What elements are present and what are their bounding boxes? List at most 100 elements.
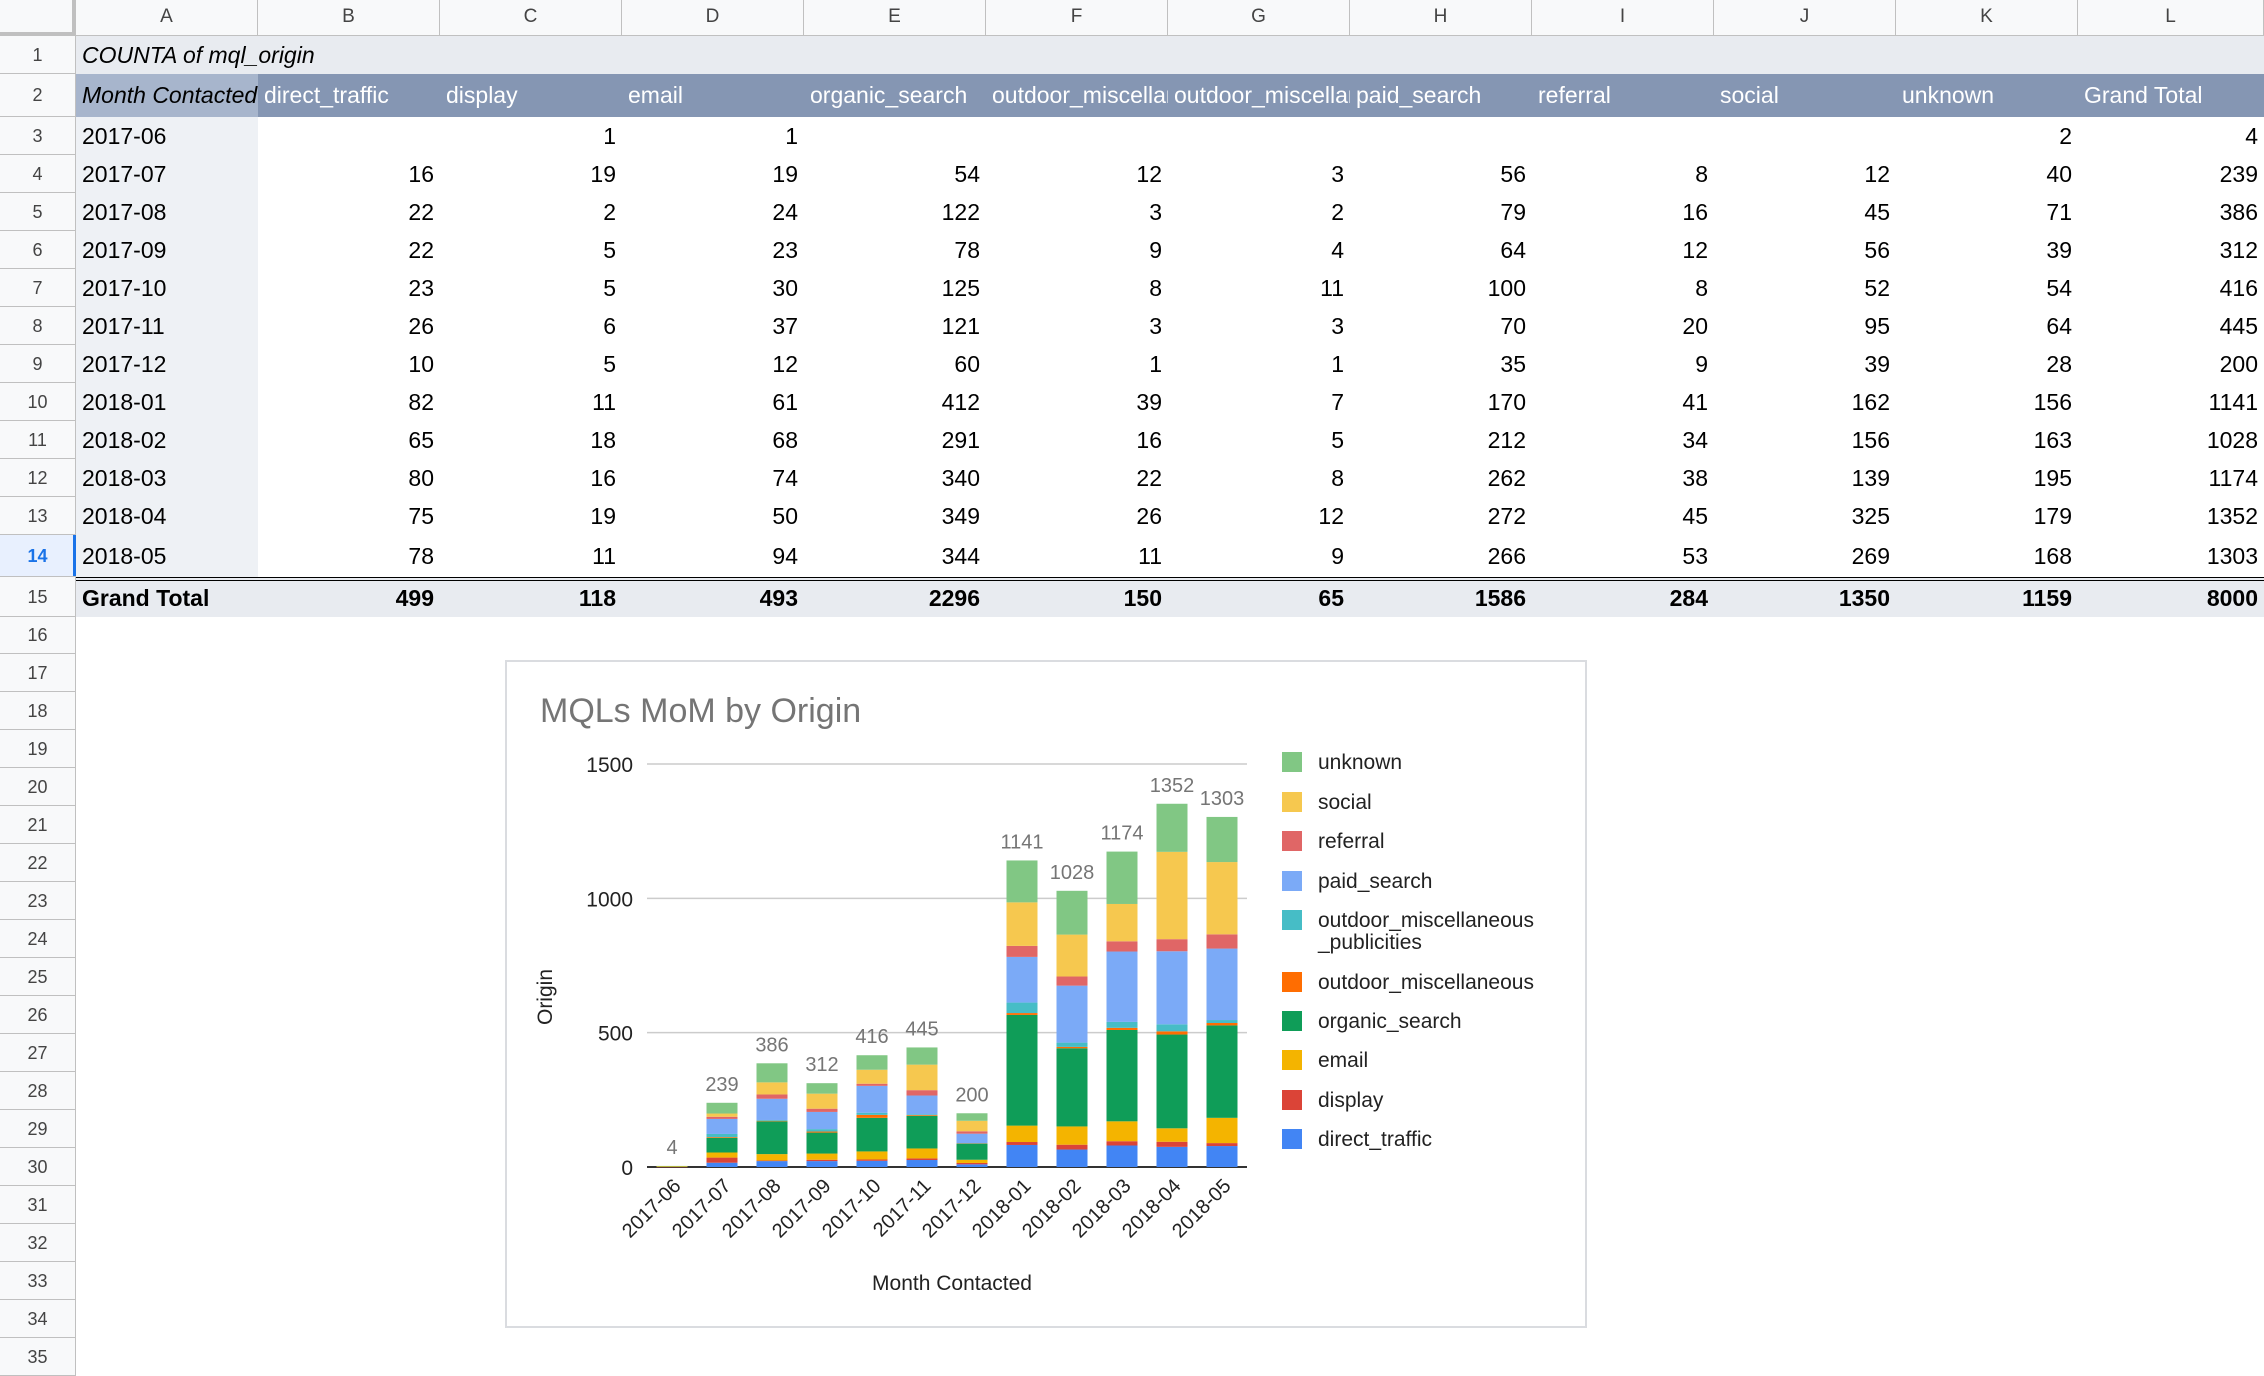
pivot-value-cell[interactable]: 1 <box>1331 350 1344 377</box>
pivot-value-cell[interactable]: 11 <box>1320 274 1344 301</box>
pivot-value-cell[interactable]: 340 <box>941 464 980 491</box>
pivot-value-cell[interactable]: 9 <box>1695 350 1708 377</box>
row-header-21[interactable]: 21 <box>0 806 76 844</box>
pivot-value-cell[interactable] <box>1532 117 1714 155</box>
column-header-c[interactable]: C <box>440 0 622 36</box>
pivot-value-cell[interactable]: 52 <box>1864 274 1890 301</box>
row-header-11[interactable]: 11 <box>0 421 76 459</box>
pivot-value-cell[interactable]: 24 <box>772 198 798 225</box>
pivot-column-header-referral[interactable]: referral <box>1538 82 1611 108</box>
grand-total-value[interactable]: 118 <box>578 584 616 611</box>
pivot-value-cell[interactable]: 325 <box>1851 502 1890 529</box>
pivot-value-cell[interactable]: 4 <box>2245 122 2258 149</box>
pivot-value-cell[interactable]: 386 <box>2219 198 2258 225</box>
pivot-value-cell[interactable]: 1 <box>1149 350 1162 377</box>
pivot-value-cell[interactable]: 445 <box>2219 312 2258 339</box>
pivot-value-cell[interactable]: 45 <box>1682 502 1708 529</box>
row-header-33[interactable]: 33 <box>0 1262 76 1300</box>
pivot-column-header-outdoor-miscellaneous-publicities[interactable]: outdoor_miscellaneous_publicities <box>992 82 1168 108</box>
pivot-value-cell[interactable]: 269 <box>1851 542 1890 569</box>
row-header-1[interactable]: 1 <box>0 36 76 74</box>
grand-total-value[interactable]: 2296 <box>928 584 980 611</box>
pivot-column-header-direct-traffic[interactable]: direct_traffic <box>264 82 389 108</box>
row-header-22[interactable]: 22 <box>0 844 76 882</box>
pivot-value-cell[interactable]: 22 <box>1136 464 1162 491</box>
column-header-a[interactable]: A <box>76 0 258 36</box>
row-header-8[interactable]: 8 <box>0 307 76 345</box>
pivot-row-label-2017-06[interactable]: 2017-06 <box>82 122 167 149</box>
pivot-value-cell[interactable]: 1174 <box>2208 464 2258 491</box>
pivot-value-cell[interactable]: 45 <box>1864 198 1890 225</box>
pivot-value-cell[interactable]: 262 <box>1487 464 1526 491</box>
pivot-row-label-2017-09[interactable]: 2017-09 <box>82 236 167 263</box>
pivot-value-cell[interactable]: 26 <box>408 312 434 339</box>
pivot-value-cell[interactable] <box>804 117 986 155</box>
column-header-d[interactable]: D <box>622 0 804 36</box>
pivot-value-cell[interactable]: 3 <box>1331 312 1344 339</box>
pivot-value-cell[interactable]: 16 <box>590 464 616 491</box>
pivot-value-cell[interactable]: 64 <box>2046 312 2072 339</box>
row-header-16[interactable]: 16 <box>0 617 76 654</box>
pivot-value-cell[interactable]: 163 <box>2033 426 2072 453</box>
pivot-row-label-2017-08[interactable]: 2017-08 <box>82 198 167 225</box>
pivot-value-cell[interactable]: 75 <box>408 502 434 529</box>
pivot-value-cell[interactable]: 162 <box>1851 388 1890 415</box>
pivot-value-cell[interactable]: 6 <box>603 312 616 339</box>
row-header-24[interactable]: 24 <box>0 920 76 958</box>
pivot-value-cell[interactable]: 266 <box>1487 542 1526 569</box>
pivot-value-cell[interactable]: 1303 <box>2206 542 2258 569</box>
pivot-value-cell[interactable] <box>258 117 440 155</box>
pivot-value-cell[interactable]: 34 <box>1682 426 1708 453</box>
pivot-value-cell[interactable]: 53 <box>1682 542 1708 569</box>
pivot-row-label-2017-11[interactable]: 2017-11 <box>82 312 165 339</box>
pivot-value-cell[interactable]: 40 <box>2046 160 2072 187</box>
pivot-value-cell[interactable]: 23 <box>772 236 798 263</box>
pivot-value-cell[interactable]: 3 <box>1331 160 1344 187</box>
pivot-value-cell[interactable]: 412 <box>941 388 980 415</box>
row-header-29[interactable]: 29 <box>0 1110 76 1148</box>
pivot-value-cell[interactable]: 12 <box>1136 160 1162 187</box>
row-header-9[interactable]: 9 <box>0 345 76 383</box>
pivot-value-cell[interactable]: 5 <box>603 274 616 301</box>
pivot-column-header-grand-total[interactable]: Grand Total <box>2084 82 2203 108</box>
pivot-value-cell[interactable]: 12 <box>772 350 798 377</box>
grand-total-value[interactable]: 1350 <box>1838 584 1890 611</box>
pivot-value-cell[interactable]: 39 <box>1864 350 1890 377</box>
pivot-value-cell[interactable]: 8 <box>1149 274 1162 301</box>
pivot-value-cell[interactable]: 23 <box>408 274 434 301</box>
column-header-k[interactable]: K <box>1896 0 2078 36</box>
pivot-value-cell[interactable] <box>1168 117 1350 155</box>
pivot-value-cell[interactable]: 3 <box>1149 198 1162 225</box>
pivot-row-label-2018-01[interactable]: 2018-01 <box>82 388 167 415</box>
pivot-value-cell[interactable]: 39 <box>1136 388 1162 415</box>
pivot-value-cell[interactable]: 125 <box>941 274 980 301</box>
grand-total-value[interactable]: 1586 <box>1474 584 1526 611</box>
pivot-value-cell[interactable]: 22 <box>408 198 434 225</box>
pivot-value-cell[interactable]: 272 <box>1487 502 1526 529</box>
column-header-l[interactable]: L <box>2078 0 2264 36</box>
grand-total-value[interactable]: 1159 <box>2022 584 2072 611</box>
pivot-value-cell[interactable]: 312 <box>2219 236 2258 263</box>
row-header-4[interactable]: 4 <box>0 155 76 193</box>
pivot-column-header-display[interactable]: display <box>446 82 518 108</box>
pivot-value-cell[interactable]: 1 <box>785 122 798 149</box>
pivot-column-header-email[interactable]: email <box>628 82 683 108</box>
pivot-value-cell[interactable]: 344 <box>941 542 980 569</box>
pivot-value-cell[interactable]: 19 <box>590 502 616 529</box>
pivot-value-cell[interactable]: 5 <box>603 236 616 263</box>
row-header-34[interactable]: 34 <box>0 1300 76 1338</box>
row-header-26[interactable]: 26 <box>0 996 76 1034</box>
grand-total-value[interactable]: 8000 <box>2206 584 2258 611</box>
pivot-value-cell[interactable]: 95 <box>1864 312 1890 339</box>
pivot-value-cell[interactable]: 16 <box>1136 426 1162 453</box>
pivot-value-cell[interactable]: 168 <box>2033 542 2072 569</box>
pivot-value-cell[interactable]: 3 <box>1149 312 1162 339</box>
row-header-19[interactable]: 19 <box>0 730 76 768</box>
row-header-3[interactable]: 3 <box>0 117 76 155</box>
grand-total-label[interactable]: Grand Total <box>82 584 210 611</box>
column-header-b[interactable]: B <box>258 0 440 36</box>
grand-total-value[interactable]: 499 <box>395 584 434 611</box>
pivot-value-cell[interactable]: 56 <box>1500 160 1526 187</box>
pivot-value-cell[interactable]: 78 <box>408 542 434 569</box>
pivot-row-label-2018-02[interactable]: 2018-02 <box>82 426 167 453</box>
